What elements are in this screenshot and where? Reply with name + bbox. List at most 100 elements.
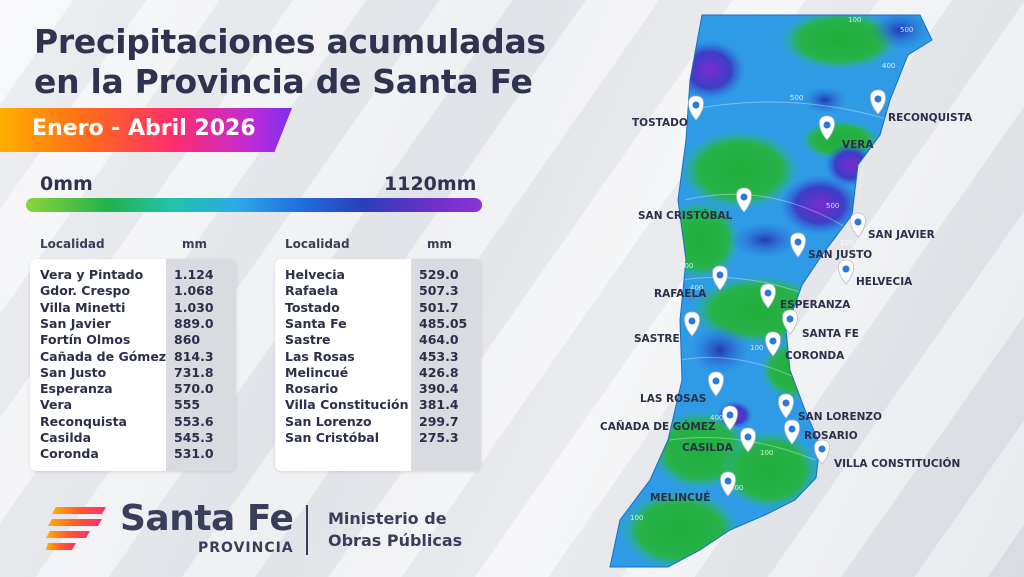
scale-max-label: 1120mm (384, 173, 477, 195)
footer-divider (306, 505, 308, 555)
contour-label: 100 (630, 514, 643, 522)
city-marker: CASILDA (682, 427, 756, 454)
precipitation-value: 531.0 (174, 446, 214, 462)
contour-label: 500 (730, 484, 743, 492)
locality-name: Rafaela (285, 283, 339, 299)
title-line-2: en la Provincia de Santa Fe (34, 62, 533, 101)
table-row: Casilda 545.3 (30, 430, 236, 446)
column-header-locality: Localidad (285, 237, 350, 251)
precipitation-value: 453.3 (419, 348, 459, 364)
city-marker: MELINCUÉ (650, 471, 736, 504)
locality-name: San Cristóbal (285, 430, 379, 445)
precipitation-value: 889.0 (174, 315, 214, 331)
contour-label: 100 (848, 16, 861, 24)
map-pin-dot (818, 445, 826, 453)
city-marker: SASTRE (634, 311, 700, 345)
city-marker: TOSTADO (632, 95, 704, 129)
city-marker: CAÑADA DE GÓMEZ (600, 405, 738, 433)
precipitation-value: 553.6 (174, 413, 214, 429)
city-label: ESPERANZA (780, 299, 851, 311)
scale-min-label: 0mm (40, 173, 93, 195)
title-line-1: Precipitaciones acumuladas (34, 22, 546, 61)
table-row: San Lorenzo 299.7 (275, 414, 481, 430)
locality-name: Gdor. Crespo (40, 283, 131, 299)
city-marker: ROSARIO (784, 419, 858, 445)
brand-subtitle: PROVINCIA (198, 540, 294, 556)
table-row: Melincué 426.8 (275, 365, 481, 381)
city-label: SANTA FE (802, 328, 859, 340)
precipitation-value: 1.030 (174, 299, 214, 315)
city-marker: SAN JUSTO (790, 232, 872, 261)
color-scale-bar (26, 198, 482, 212)
map-pin-dot (769, 337, 777, 345)
precipitation-value: 555 (174, 397, 201, 413)
city-label: TOSTADO (632, 117, 688, 129)
map-pin-dot (692, 101, 700, 109)
map-pin-dot (764, 289, 772, 297)
city-marker: LAS ROSAS (640, 371, 724, 405)
map-pin-dot (842, 265, 850, 273)
locality-name: Sastre (285, 332, 331, 348)
city-marker: RAFAELA (654, 265, 728, 300)
precipitation-value: 381.4 (419, 397, 459, 413)
city-label: VERA (842, 139, 874, 151)
precipitation-value: 529.0 (419, 267, 459, 282)
map-pin-dot (724, 477, 732, 485)
table-row: Las Rosas 453.3 (275, 349, 481, 365)
city-label: RAFAELA (654, 288, 707, 300)
table-row: San Justo 731.8 (30, 365, 236, 381)
locality-name: Villa Constitución (285, 397, 409, 413)
map-pin-dot (744, 433, 752, 441)
contour-label: 500 (680, 262, 693, 270)
page-title: Precipitaciones acumuladas en la Provinc… (34, 22, 594, 102)
table-row: Tostado 501.7 (275, 300, 481, 316)
locality-name: Fortín Olmos (40, 332, 131, 348)
city-marker: SAN LORENZO (778, 393, 882, 423)
precipitation-map: 100 500 400 500 500 100 400 500 100 400 100 500100 … (600, 14, 973, 568)
map-pin-dot (788, 425, 796, 433)
map-pin-dot (726, 411, 734, 419)
precipitation-value: 485.05 (419, 315, 468, 331)
table-row: San Cristóbal 275.3 (275, 430, 481, 446)
column-header-locality: Localidad (40, 237, 105, 251)
table-row: Santa Fe 485.05 (275, 316, 481, 332)
table-box: Vera y Pintado 1.124 Gdor. Crespo 1.068 Vill… (30, 259, 236, 471)
locality-name: Tostado (285, 299, 340, 315)
map-pin-dot (854, 218, 862, 226)
contour-labels: 100 500 400 500 500 100 400 500 100 400 100 500 100 (630, 16, 913, 522)
map-pin-dot (874, 95, 882, 103)
locality-name: Vera y Pintado (40, 267, 144, 282)
city-label: CAÑADA DE GÓMEZ (600, 420, 716, 433)
value-column-bg (166, 259, 236, 471)
locality-name: San Javier (40, 315, 111, 331)
city-label: CASILDA (682, 442, 734, 454)
city-marker: VILLA CONSTITUCIÓN (814, 439, 960, 470)
ministry-line-1: Ministerio de (328, 509, 447, 528)
ministry-line-2: Obras Públicas (328, 531, 463, 550)
map-pin-dot (794, 238, 802, 246)
table-row: Esperanza 570.0 (30, 381, 236, 397)
precipitation-value: 860 (174, 332, 201, 348)
table-row: Fortín Olmos 860 (30, 332, 236, 348)
santa-fe-logo-icon (46, 507, 106, 550)
map-pin-dot (740, 193, 748, 201)
precipitation-value: 731.8 (174, 364, 214, 380)
city-marker: ESPERANZA (760, 283, 851, 311)
city-label: MELINCUÉ (650, 491, 710, 504)
city-label: CORONDA (785, 350, 845, 362)
contour-label: 500 (900, 26, 913, 34)
map-pin-dot (712, 377, 720, 385)
contour-label: 100 (840, 239, 853, 247)
city-label: ROSARIO (804, 430, 858, 442)
table-row: Coronda 531.0 (30, 446, 236, 462)
city-label: RECONQUISTA (888, 112, 973, 124)
city-markers: TOSTADO RECONQUISTA VERA SAN CRISTÓBAL SAN J… (600, 89, 973, 504)
contour-label: 400 (710, 414, 723, 422)
brand-name: Santa Fe (120, 498, 294, 539)
map-pin-dot (823, 121, 831, 129)
ministry-name: Ministerio de Obras Públicas (328, 508, 462, 552)
precipitation-value: 1.124 (174, 267, 214, 282)
locality-name: San Lorenzo (285, 413, 372, 429)
table-row: Villa Minetti 1.030 (30, 300, 236, 316)
table-row: Vera 555 (30, 397, 236, 413)
